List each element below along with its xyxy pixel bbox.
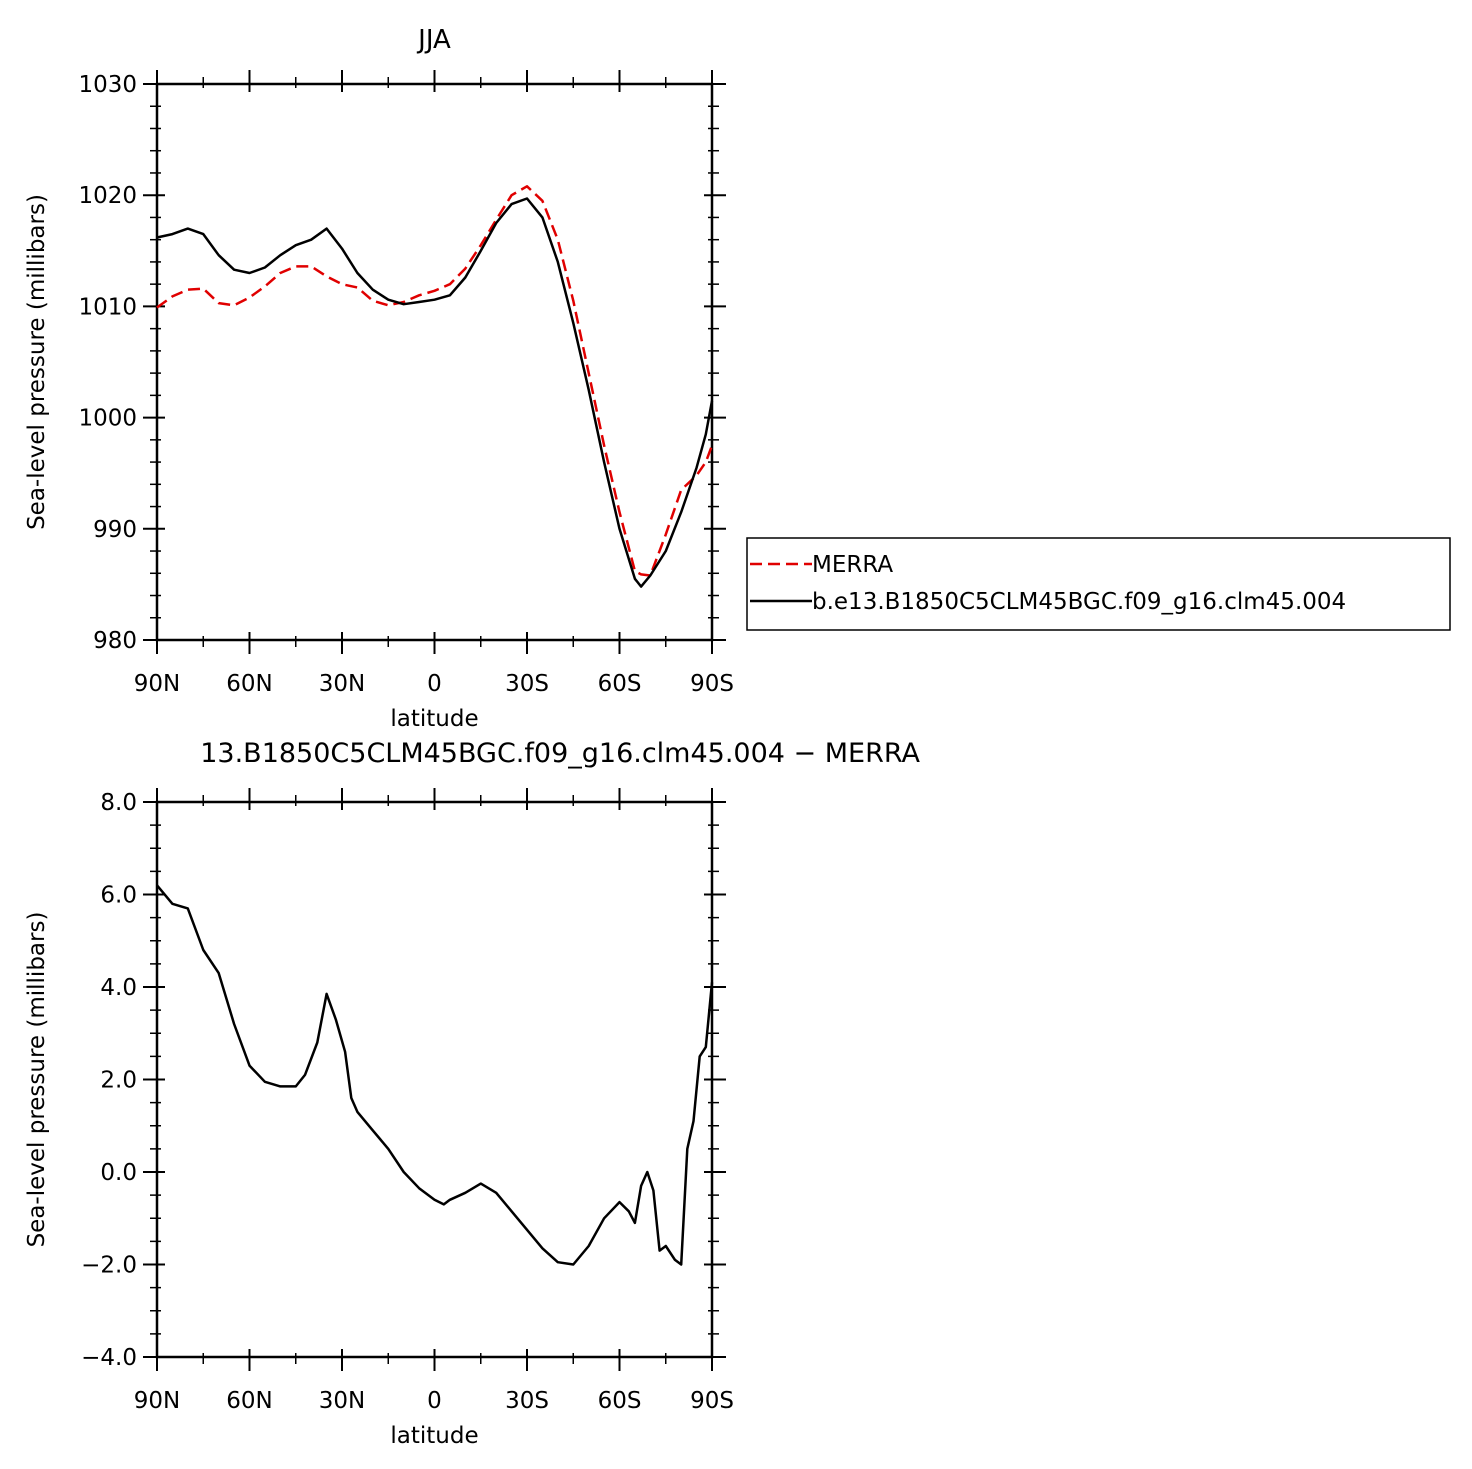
x-tick-label: 60N	[226, 1388, 272, 1414]
x-tick-label: 90N	[134, 671, 180, 697]
x-tick-label: 90S	[690, 1388, 734, 1414]
x-tick-label: 90N	[134, 1388, 180, 1414]
x-tick-label: 90S	[690, 671, 734, 697]
chart-title: 13.B1850C5CLM45BGC.f09_g16.clm45.004 − M…	[200, 738, 920, 769]
x-tick-label: 60S	[598, 671, 642, 697]
y-tick-label: 6.0	[100, 883, 137, 909]
series-line	[156, 185, 714, 577]
legend-box	[746, 537, 1451, 631]
legend-label: MERRA	[812, 552, 893, 578]
y-tick-label: −4.0	[81, 1345, 137, 1371]
y-tick-label: 0.0	[100, 1160, 137, 1186]
y-tick-label: 8.0	[100, 790, 137, 816]
x-tick-label: 30N	[319, 1388, 365, 1414]
y-tick-label: 4.0	[100, 975, 137, 1001]
legend-label: b.e13.B1850C5CLM45BGC.f09_g16.clm45.004	[812, 589, 1346, 615]
y-axis-label: Sea-level pressure (millibars)	[24, 912, 50, 1248]
x-axis-label: latitude	[390, 1423, 478, 1449]
y-tick-label: 990	[93, 517, 137, 543]
y-tick-label: 1010	[78, 294, 137, 320]
x-tick-label: 30N	[319, 671, 365, 697]
y-axis-label: Sea-level pressure (millibars)	[24, 194, 50, 530]
y-tick-label: −2.0	[81, 1253, 137, 1279]
x-axis-label: latitude	[390, 706, 478, 732]
y-tick-label: 1000	[78, 406, 137, 432]
y-tick-label: 1020	[78, 183, 137, 209]
x-tick-label: 30S	[505, 1388, 549, 1414]
y-tick-label: 2.0	[100, 1068, 137, 1094]
chart-title: JJA	[416, 25, 451, 55]
plot-frame	[155, 800, 714, 1359]
x-tick-label: 60N	[226, 671, 272, 697]
y-tick-label: 980	[93, 628, 137, 654]
x-tick-label: 0	[427, 671, 442, 697]
y-tick-label: 1030	[78, 72, 137, 98]
series-line	[156, 884, 714, 1266]
x-tick-label: 0	[427, 1388, 442, 1414]
x-tick-label: 60S	[598, 1388, 642, 1414]
x-tick-label: 30S	[505, 671, 549, 697]
series-line	[156, 197, 714, 588]
legend: MERRA b.e13.B1850C5CLM45BGC.f09_g16.clm45…	[746, 537, 1451, 631]
